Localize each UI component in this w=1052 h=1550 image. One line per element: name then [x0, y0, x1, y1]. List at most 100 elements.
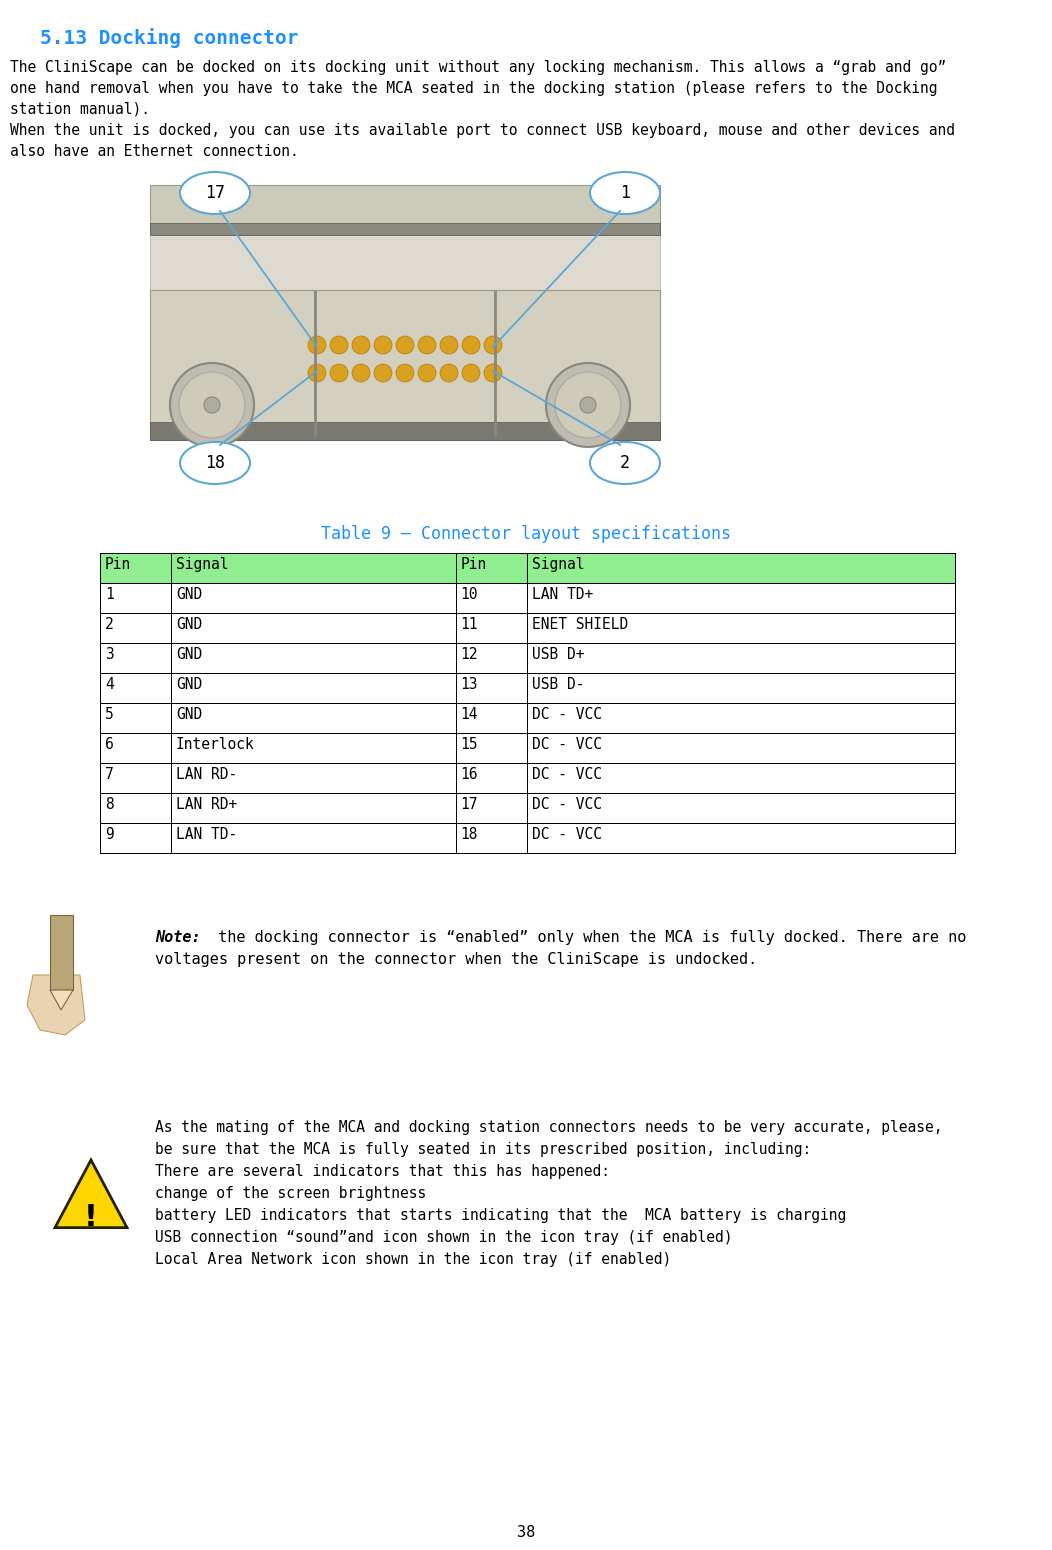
Text: change of the screen brightness: change of the screen brightness: [155, 1186, 426, 1201]
Text: DC - VCC: DC - VCC: [531, 736, 602, 752]
Text: Note:: Note:: [155, 930, 201, 946]
Text: Table 9 – Connector layout specifications: Table 9 – Connector layout specification…: [321, 525, 731, 542]
Text: Pin: Pin: [105, 556, 132, 572]
Ellipse shape: [180, 442, 250, 484]
Text: USB D-: USB D-: [531, 677, 584, 691]
Bar: [150, 223, 660, 236]
Polygon shape: [27, 975, 85, 1035]
Text: 18: 18: [205, 454, 225, 473]
Circle shape: [308, 336, 326, 353]
Bar: [100, 823, 955, 853]
Circle shape: [179, 372, 245, 439]
Text: 18: 18: [461, 828, 479, 842]
Text: LAN TD-: LAN TD-: [176, 828, 237, 842]
Polygon shape: [55, 1159, 127, 1228]
Circle shape: [204, 397, 220, 412]
Circle shape: [462, 364, 480, 381]
Circle shape: [396, 336, 414, 353]
Bar: [150, 422, 660, 440]
Text: 4: 4: [105, 677, 114, 691]
Bar: [100, 704, 955, 733]
Text: 17: 17: [461, 797, 479, 812]
Text: The CliniScape can be docked on its docking unit without any locking mechanism. : The CliniScape can be docked on its dock…: [11, 60, 946, 74]
Text: 6: 6: [105, 736, 114, 752]
Ellipse shape: [180, 172, 250, 214]
Text: GND: GND: [176, 587, 202, 601]
Text: Pin: Pin: [461, 556, 487, 572]
Text: Signal: Signal: [531, 556, 584, 572]
Text: GND: GND: [176, 677, 202, 691]
Text: LAN RD+: LAN RD+: [176, 797, 237, 812]
Text: DC - VCC: DC - VCC: [531, 767, 602, 783]
Circle shape: [440, 364, 458, 381]
Text: GND: GND: [176, 707, 202, 722]
Text: LAN RD-: LAN RD-: [176, 767, 237, 783]
Text: 14: 14: [461, 707, 479, 722]
Text: LAN TD+: LAN TD+: [531, 587, 593, 601]
Text: 15: 15: [461, 736, 479, 752]
Text: 1: 1: [105, 587, 114, 601]
Text: DC - VCC: DC - VCC: [531, 797, 602, 812]
Circle shape: [418, 336, 436, 353]
Circle shape: [484, 336, 502, 353]
Circle shape: [418, 364, 436, 381]
Circle shape: [308, 364, 326, 381]
Bar: [150, 236, 660, 290]
Text: 17: 17: [205, 184, 225, 202]
Text: 1: 1: [620, 184, 630, 202]
Text: be sure that the MCA is fully seated in its prescribed position, including:: be sure that the MCA is fully seated in …: [155, 1142, 811, 1156]
Text: USB D+: USB D+: [531, 646, 584, 662]
Text: 8: 8: [105, 797, 114, 812]
Text: voltages present on the connector when the CliniScape is undocked.: voltages present on the connector when t…: [155, 952, 757, 967]
Text: 3: 3: [105, 646, 114, 662]
Text: 13: 13: [461, 677, 479, 691]
Circle shape: [396, 364, 414, 381]
Text: 16: 16: [461, 767, 479, 783]
Circle shape: [440, 336, 458, 353]
Bar: [100, 733, 955, 763]
Circle shape: [330, 336, 348, 353]
Ellipse shape: [590, 442, 660, 484]
Text: station manual).: station manual).: [11, 102, 150, 116]
Text: 5.13 Docking connector: 5.13 Docking connector: [40, 28, 299, 48]
Text: !: !: [84, 1203, 98, 1232]
Bar: [150, 184, 660, 236]
Circle shape: [375, 336, 392, 353]
Circle shape: [484, 364, 502, 381]
Text: 10: 10: [461, 587, 479, 601]
Bar: [100, 583, 955, 612]
Text: 7: 7: [105, 767, 114, 783]
Circle shape: [352, 336, 370, 353]
Circle shape: [375, 364, 392, 381]
Text: GND: GND: [176, 617, 202, 632]
Text: one hand removal when you have to take the MCA seated in the docking station (pl: one hand removal when you have to take t…: [11, 81, 937, 96]
Circle shape: [546, 363, 630, 446]
Text: Interlock: Interlock: [176, 736, 255, 752]
Text: Local Area Network icon shown in the icon tray (if enabled): Local Area Network icon shown in the ico…: [155, 1252, 671, 1266]
Text: the docking connector is “enabled” only when the MCA is fully docked. There are : the docking connector is “enabled” only …: [209, 930, 967, 946]
Text: As the mating of the MCA and docking station connectors needs to be very accurat: As the mating of the MCA and docking sta…: [155, 1121, 943, 1135]
Text: 12: 12: [461, 646, 479, 662]
Bar: [100, 673, 955, 704]
Text: 38: 38: [517, 1525, 535, 1541]
Text: 9: 9: [105, 828, 114, 842]
Circle shape: [580, 397, 596, 412]
Ellipse shape: [590, 172, 660, 214]
Text: 2: 2: [105, 617, 114, 632]
Circle shape: [462, 336, 480, 353]
Text: DC - VCC: DC - VCC: [531, 828, 602, 842]
Bar: [150, 290, 660, 440]
Circle shape: [352, 364, 370, 381]
Text: DC - VCC: DC - VCC: [531, 707, 602, 722]
Bar: [100, 643, 955, 673]
Text: There are several indicators that this has happened:: There are several indicators that this h…: [155, 1164, 610, 1180]
Polygon shape: [50, 914, 73, 990]
Text: GND: GND: [176, 646, 202, 662]
Bar: [100, 612, 955, 643]
Text: 5: 5: [105, 707, 114, 722]
Text: also have an Ethernet connection.: also have an Ethernet connection.: [11, 144, 299, 160]
Bar: [100, 553, 955, 583]
Polygon shape: [50, 990, 73, 1011]
Text: When the unit is docked, you can use its available port to connect USB keyboard,: When the unit is docked, you can use its…: [11, 122, 955, 138]
Circle shape: [170, 363, 254, 446]
